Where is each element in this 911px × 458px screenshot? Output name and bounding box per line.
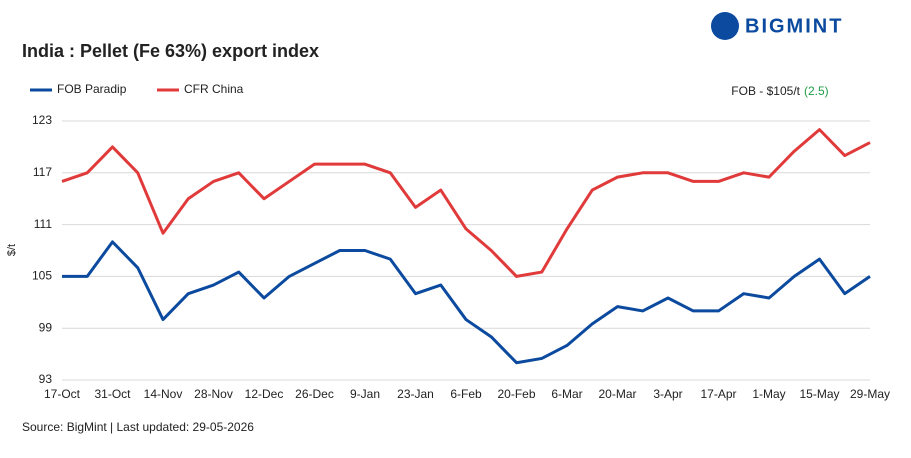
x-tick-label: 26-Dec xyxy=(295,387,334,401)
y-tick-label: 105 xyxy=(32,269,52,283)
x-tick-label: 15-May xyxy=(799,387,839,401)
x-tick-label: 31-Oct xyxy=(94,387,131,401)
y-tick-label: 93 xyxy=(39,372,53,386)
x-tick-label: 9-Jan xyxy=(350,387,380,401)
x-tick-label: 20-Feb xyxy=(497,387,535,401)
y-tick-label: 99 xyxy=(39,320,53,334)
x-tick-label: 17-Oct xyxy=(44,387,81,401)
x-tick-label: 20-Mar xyxy=(598,387,636,401)
line xyxy=(61,128,871,278)
x-tick-label: 14-Nov xyxy=(144,387,183,401)
line xyxy=(62,240,871,365)
x-tick-label: 12-Dec xyxy=(245,387,284,401)
legend-label: CFR China xyxy=(184,82,244,96)
x-tick-label: 6-Mar xyxy=(551,387,582,401)
x-tick-label: 17-Apr xyxy=(700,387,736,401)
x-tick-label: 6-Feb xyxy=(450,387,482,401)
y-tick-label: 117 xyxy=(33,165,52,179)
x-tick-label: 28-Nov xyxy=(194,387,233,401)
logo-icon xyxy=(711,12,739,40)
source: Source: BigMint | Last updated: 29-05-20… xyxy=(22,420,254,434)
y-tick-label: 111 xyxy=(34,217,53,231)
annotation-change: (2.5) xyxy=(804,84,829,98)
x-tick-label: 3-Apr xyxy=(653,387,682,401)
brand: BIGMINT xyxy=(745,15,843,37)
y-tick-label: 123 xyxy=(32,113,52,127)
chart-title: India : Pellet (Fe 63%) export index xyxy=(22,41,319,61)
x-tick-label: 29-May xyxy=(850,387,890,401)
x-tick-label: 23-Jan xyxy=(397,387,434,401)
annotation: FOB - $105/t xyxy=(731,84,800,98)
x-tick-label: 1-May xyxy=(752,387,785,401)
y-axis-label: $/t xyxy=(6,244,18,256)
legend-label: FOB Paradip xyxy=(57,82,127,96)
